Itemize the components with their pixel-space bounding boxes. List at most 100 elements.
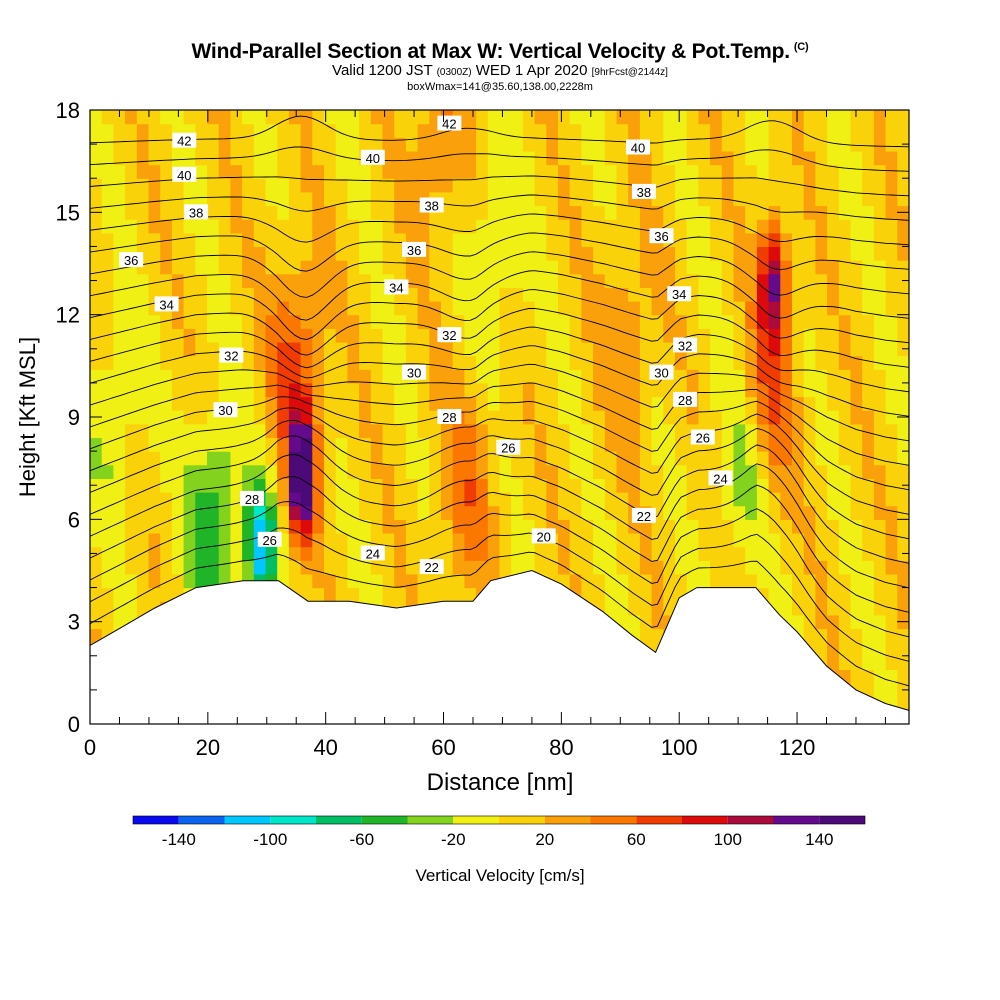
velocity-cell [862, 587, 875, 602]
theta-labels: 4240383634323028264240383634323028262422… [119, 115, 733, 575]
velocity-cell [569, 150, 582, 166]
velocity-cell [195, 519, 208, 534]
velocity-cell [686, 178, 699, 193]
theta-isoline [90, 175, 909, 197]
velocity-cell [639, 423, 653, 439]
chart-subtitle: Valid 1200 JST (0300Z) WED 1 Apr 2020 [9… [0, 63, 1000, 81]
velocity-cell [347, 451, 360, 466]
velocity-cell [183, 260, 196, 275]
velocity-cell [815, 314, 828, 329]
velocity-cell [230, 382, 243, 398]
theta-label-bg [219, 347, 244, 363]
velocity-cell [277, 232, 290, 248]
velocity-cell [394, 464, 407, 479]
velocity-cell [511, 410, 524, 425]
velocity-cell [113, 423, 126, 439]
velocity-cell [639, 451, 653, 466]
velocity-cell [873, 464, 887, 479]
colorbar-swatch [316, 816, 362, 824]
velocity-cell [207, 205, 220, 220]
velocity-cell [581, 301, 594, 316]
velocity-cell [546, 232, 559, 248]
velocity-cell [850, 178, 863, 193]
velocity-cell [710, 546, 723, 561]
velocity-cell [218, 492, 231, 507]
velocity-cell [651, 137, 664, 152]
velocity-cell [873, 587, 887, 602]
velocity-cell [534, 191, 547, 207]
velocity-cell [862, 178, 875, 193]
velocity-cell [417, 219, 430, 234]
velocity-cell [160, 150, 173, 166]
velocity-cell [616, 110, 629, 125]
velocity-cell [698, 505, 711, 520]
velocity-cell [265, 328, 278, 343]
velocity-cell [710, 314, 723, 329]
velocity-cell [686, 260, 699, 275]
velocity-cell [242, 546, 255, 561]
theta-label-bg [649, 364, 674, 380]
velocity-cell [710, 369, 723, 384]
velocity-cell [113, 369, 126, 384]
velocity-cell [628, 301, 641, 316]
velocity-cell [359, 205, 372, 220]
velocity-cell [125, 587, 138, 602]
velocity-cell [90, 219, 103, 234]
velocity-cell [464, 314, 477, 329]
velocity-cell [558, 246, 571, 261]
velocity-cell [464, 410, 477, 425]
velocity-cell [803, 232, 816, 248]
velocity-cell [417, 260, 430, 275]
velocity-cell [288, 478, 302, 493]
velocity-cell [780, 505, 793, 520]
velocity-cell [511, 423, 524, 439]
velocity-cell [113, 505, 126, 520]
velocity-cell [745, 573, 758, 589]
velocity-cell [850, 137, 863, 152]
velocity-cell [721, 423, 735, 439]
velocity-cell [417, 328, 430, 343]
velocity-cell [558, 396, 571, 411]
velocity-cell [347, 560, 360, 575]
velocity-cell [347, 287, 360, 302]
velocity-cell [651, 260, 664, 275]
velocity-cell [288, 137, 302, 152]
velocity-cell [370, 137, 384, 152]
velocity-cell [90, 492, 103, 507]
velocity-cell [136, 219, 150, 234]
velocity-cell [838, 410, 852, 425]
velocity-cell [604, 410, 618, 425]
velocity-cell [242, 314, 255, 329]
velocity-cell [464, 437, 477, 452]
velocity-cell [838, 287, 852, 302]
velocity-cell [160, 110, 173, 125]
velocity-cell [827, 573, 840, 589]
velocity-cell [288, 287, 302, 302]
velocity-cell [476, 519, 489, 534]
velocity-cell [885, 532, 898, 548]
velocity-cell [522, 369, 536, 384]
velocity-cell [183, 219, 196, 234]
velocity-cell [850, 110, 863, 125]
velocity-cell [604, 587, 618, 602]
velocity-cell [873, 287, 887, 302]
velocity-cell [464, 505, 477, 520]
velocity-cell [581, 110, 594, 125]
velocity-cell [300, 492, 313, 507]
velocity-cell [476, 369, 489, 384]
velocity-cell [300, 328, 313, 343]
velocity-cell [405, 519, 419, 534]
velocity-cell [265, 355, 278, 370]
velocity-cell [101, 546, 114, 561]
velocity-cell [721, 273, 735, 288]
velocity-cell [417, 478, 430, 493]
velocity-cell [581, 451, 594, 466]
velocity-cell [452, 178, 465, 193]
velocity-cell [827, 123, 840, 138]
velocity-cell [441, 178, 454, 193]
velocity-cell [394, 423, 407, 439]
velocity-cell [756, 423, 770, 439]
velocity-cell [171, 246, 185, 261]
velocity-cell [90, 110, 103, 125]
velocity-cell [873, 614, 887, 630]
